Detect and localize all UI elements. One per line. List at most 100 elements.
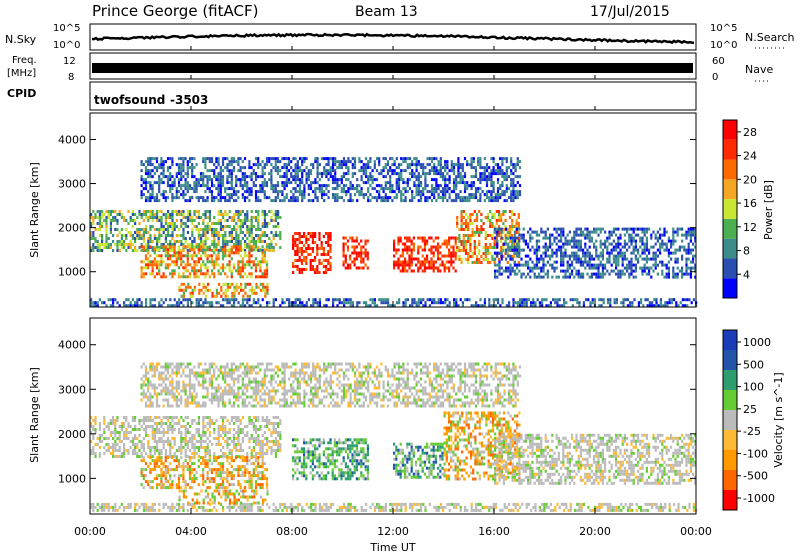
echo-cell — [549, 242, 552, 246]
echo-cell — [496, 181, 500, 185]
echo-cell — [453, 505, 456, 509]
echo-cell — [261, 169, 264, 173]
echo-cell — [101, 502, 104, 506]
echo-cell — [378, 505, 381, 509]
echo-cell — [474, 193, 478, 197]
echo-cell — [470, 157, 473, 161]
echo-cell — [419, 163, 423, 167]
echo-cell — [175, 187, 178, 191]
echo-cell — [202, 172, 205, 176]
echo-cell — [101, 240, 104, 243]
echo-cell — [136, 216, 139, 219]
echo-cell — [277, 225, 280, 228]
echo-cell — [171, 260, 174, 264]
echo-cell — [235, 234, 238, 237]
echo-cell — [610, 251, 613, 255]
echo-cell — [340, 178, 343, 182]
echo-cell — [195, 272, 198, 276]
echo-cell — [551, 254, 554, 258]
echo-cell — [404, 266, 407, 270]
echo-cell — [336, 298, 339, 302]
echo-cell — [162, 248, 165, 252]
echo-cell — [294, 253, 297, 256]
echo-cell — [184, 269, 187, 273]
echo-cell — [195, 298, 198, 302]
echo-cell — [428, 263, 431, 267]
echo-cell — [645, 260, 648, 264]
echo-cell — [437, 257, 440, 261]
echo-cell — [173, 181, 176, 185]
echo-cell — [244, 234, 247, 237]
echo-cell — [393, 242, 396, 246]
echo-cell — [566, 239, 569, 243]
echo-cell — [551, 248, 554, 252]
echo-cell — [175, 210, 178, 213]
echo-cell — [294, 250, 297, 253]
echo-cell — [160, 166, 163, 170]
echo-cell — [186, 254, 189, 258]
echo-cell — [92, 304, 95, 308]
echo-cell — [469, 222, 472, 225]
echo-cell — [571, 254, 574, 258]
echo-cell — [617, 272, 620, 276]
echo-cell — [494, 269, 497, 273]
echo-cell — [486, 252, 490, 255]
echo-cell — [250, 210, 253, 213]
echo-cell — [608, 254, 611, 258]
echo-cell — [310, 502, 313, 506]
echo-cell — [389, 187, 392, 191]
echo-cell — [512, 190, 515, 194]
echo-cell — [153, 508, 156, 512]
echo-cell — [301, 199, 304, 203]
echo-cell — [508, 234, 512, 237]
echo-cell — [601, 242, 604, 246]
echo-cell — [300, 241, 303, 244]
echo-cell — [538, 233, 541, 237]
echo-cell — [523, 304, 526, 308]
echo-cell — [166, 251, 170, 255]
echo-cell — [171, 269, 174, 273]
echo-cell — [419, 181, 423, 185]
echo-cell — [353, 193, 357, 197]
echo-cell — [437, 172, 440, 176]
echo-cell — [685, 272, 688, 276]
echo-cell — [314, 157, 317, 161]
echo-cell — [450, 245, 453, 249]
echo-cell — [472, 181, 475, 185]
echo-cell — [667, 275, 670, 279]
echo-cell — [542, 230, 545, 234]
echo-cell — [160, 210, 163, 213]
echo-cell — [419, 199, 423, 203]
echo-cell — [217, 249, 220, 252]
echo-cell — [504, 234, 507, 237]
echo-cell — [257, 228, 260, 231]
echo-cell — [228, 160, 231, 164]
echo-cell — [184, 193, 187, 197]
echo-cell — [467, 252, 470, 255]
echo-cell — [285, 181, 288, 185]
echo-cell — [195, 508, 198, 512]
echo-cell — [210, 190, 214, 194]
echo-cell — [529, 236, 532, 240]
echo-cell — [367, 175, 370, 179]
echo-cell — [153, 298, 156, 302]
echo-cell — [560, 251, 563, 255]
echo-cell — [355, 251, 358, 255]
echo-cell — [462, 246, 465, 249]
echo-cell — [692, 298, 695, 302]
echo-cell — [654, 236, 657, 240]
echo-cell — [665, 245, 668, 249]
echo-cell — [261, 222, 264, 225]
echo-cell — [656, 263, 659, 267]
echo-cell — [579, 275, 582, 279]
echo-cell — [450, 160, 453, 164]
echo-cell — [125, 304, 128, 308]
echo-cell — [505, 157, 508, 161]
echo-cell — [513, 245, 516, 249]
echo-cell — [445, 245, 448, 249]
echo-cell — [98, 210, 101, 213]
echo-cell — [560, 254, 563, 258]
echo-cell — [107, 237, 110, 240]
echo-cell — [303, 250, 306, 253]
